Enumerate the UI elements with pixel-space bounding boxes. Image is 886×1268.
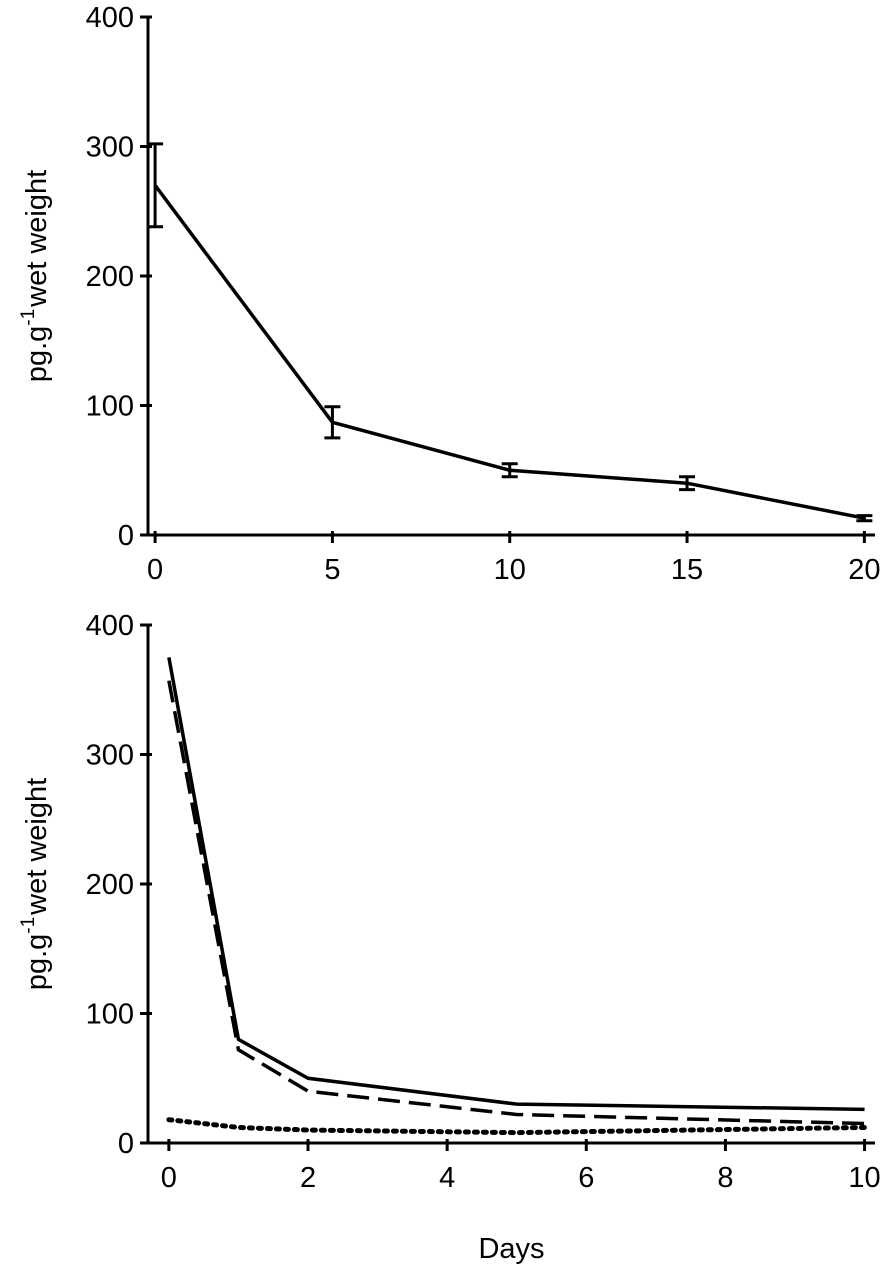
x-tick-label: 10 [494, 554, 526, 586]
error-bar [147, 142, 164, 229]
error-bar [679, 475, 696, 492]
y-label-sup: -1 [18, 309, 39, 326]
error-bar [856, 514, 873, 523]
y-tick-label: 200 [86, 869, 134, 901]
chart: 0 100 200 300 400 0 2 4 6 8 10 pg.g-1wet weight Days… [18, 610, 881, 1265]
y-label-text: pg.g [21, 326, 53, 382]
x-tick-label: 8 [717, 1162, 733, 1194]
y-label-sup: -1 [18, 917, 39, 934]
x-tick-label: 20 [848, 554, 880, 586]
y-label-rest: wet weight [21, 778, 53, 916]
y-label-text: pg.g [21, 934, 53, 990]
y-tick-label: 300 [86, 132, 134, 164]
x-tick-label: 0 [147, 554, 163, 586]
error-bar [501, 462, 518, 479]
y-tick-label: 0 [118, 1128, 134, 1160]
x-tick-label: 5 [324, 554, 340, 586]
y-tick-label: 200 [86, 261, 134, 293]
series-line [166, 1117, 868, 1136]
x-axis-label: Days [478, 1233, 544, 1265]
series-line [167, 680, 865, 1126]
y-label-rest: wet weight [21, 170, 53, 308]
y-tick-label: 0 [118, 520, 134, 552]
x-tick-label: 0 [161, 1162, 177, 1194]
y-tick-label: 100 [86, 391, 134, 423]
y-tick-label: 100 [86, 999, 134, 1031]
y-tick-label: 300 [86, 740, 134, 772]
y-axis-label: pg.g-1wet weight [18, 170, 53, 382]
error-bar [324, 405, 341, 440]
x-tick-label: 4 [439, 1162, 455, 1194]
y-axis-label: pg.g-1wet weight [18, 778, 53, 990]
x-tick-label: 15 [671, 554, 703, 586]
x-tick-label: 10 [848, 1162, 880, 1194]
y-tick-label: 400 [86, 610, 134, 642]
x-tick-label: 6 [578, 1162, 594, 1194]
y-tick-label: 400 [86, 2, 134, 34]
series-line [167, 657, 865, 1112]
x-tick-label: 2 [300, 1162, 316, 1194]
